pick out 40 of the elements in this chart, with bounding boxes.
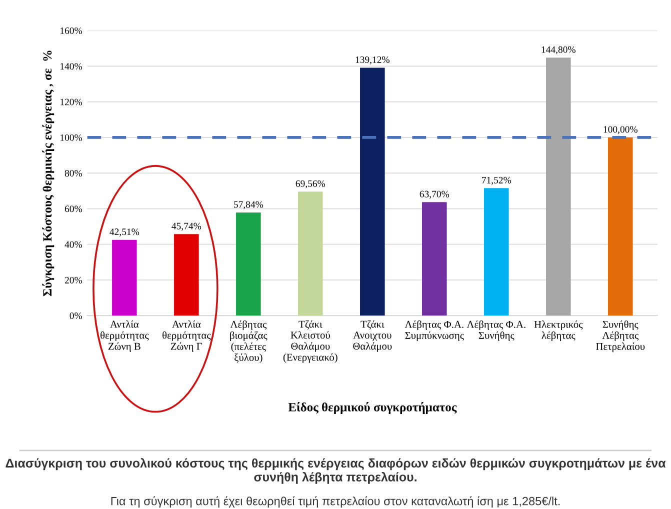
- x-axis-title: Είδος θερμικού συγκροτήματος: [288, 402, 457, 414]
- y-tick-label: 0%: [70, 312, 82, 320]
- x-tick-label: Λέβητας βιομάζας (πελέτες ξύλου): [230, 320, 268, 364]
- text: Διασύγκριση του συνολικού κόστους της θερμικής ενέργειας διαφόρων ειδών θερμικών συγκροτημάτων με ένα συνήθη λέβητα πετρελαίου.: [6, 458, 666, 484]
- x-tick-label: Τζάκι Κλειστού Θαλάμου (Ενεργειακό): [283, 320, 338, 363]
- data-label: 144,80%: [542, 46, 576, 54]
- text: Για τη σύγκριση αυτή έχει θεωρηθεί τιμή πετρελαίου στον καταναλωτή ίση με 1,285€/lt.: [111, 496, 560, 508]
- bar: [546, 58, 571, 316]
- data-label: 100,00%: [604, 126, 638, 134]
- y-axis-title: Σύγκριση Κόστους θερμικής ενέργειας , σε %: [42, 50, 54, 296]
- data-label: 139,12%: [356, 56, 390, 64]
- bar: [174, 234, 199, 316]
- x-tick-label: Ηλεκτρικός λέβητας: [534, 320, 583, 342]
- x-tick-label: Λέβητας Φ.Α. Συνήθης: [466, 320, 526, 342]
- x-tick-label: Αντλία θερμότητας Ζώνη Γ: [162, 320, 211, 352]
- y-tick-label: 80%: [64, 170, 82, 177]
- data-label: 69,56%: [296, 180, 326, 188]
- x-tick-label: Συνήθης Λέβητας Πετρελαίου: [596, 320, 645, 352]
- y-tick-label: 40%: [64, 241, 82, 248]
- y-tick-label: 60%: [64, 206, 82, 212]
- bar: [422, 202, 447, 316]
- bar: [484, 188, 509, 316]
- y-tick-label: 100%: [60, 134, 82, 141]
- data-label: 63,70%: [420, 190, 450, 199]
- x-tick-label: Τζάκι Ανοιχτου Θαλάμου: [353, 320, 392, 352]
- data-label: 42,51%: [110, 228, 140, 236]
- y-tick-label: 20%: [64, 276, 82, 284]
- bar: [360, 68, 385, 316]
- x-tick-label: Λέβητας Φ.Α. Συμπύκνωσης: [404, 320, 464, 342]
- x-tick-label: Αντλία θερμότητας Ζώνη Β: [100, 320, 149, 352]
- y-tick-label: 160%: [60, 27, 82, 34]
- y-tick-label: 140%: [60, 63, 82, 70]
- data-label: 45,74%: [172, 222, 202, 231]
- y-tick-label: 120%: [60, 98, 82, 106]
- bar: [608, 137, 633, 316]
- data-label: 71,52%: [482, 176, 512, 185]
- bar: [112, 240, 137, 316]
- bar: [236, 212, 261, 316]
- bar: [298, 192, 323, 316]
- data-label: 57,84%: [234, 201, 264, 210]
